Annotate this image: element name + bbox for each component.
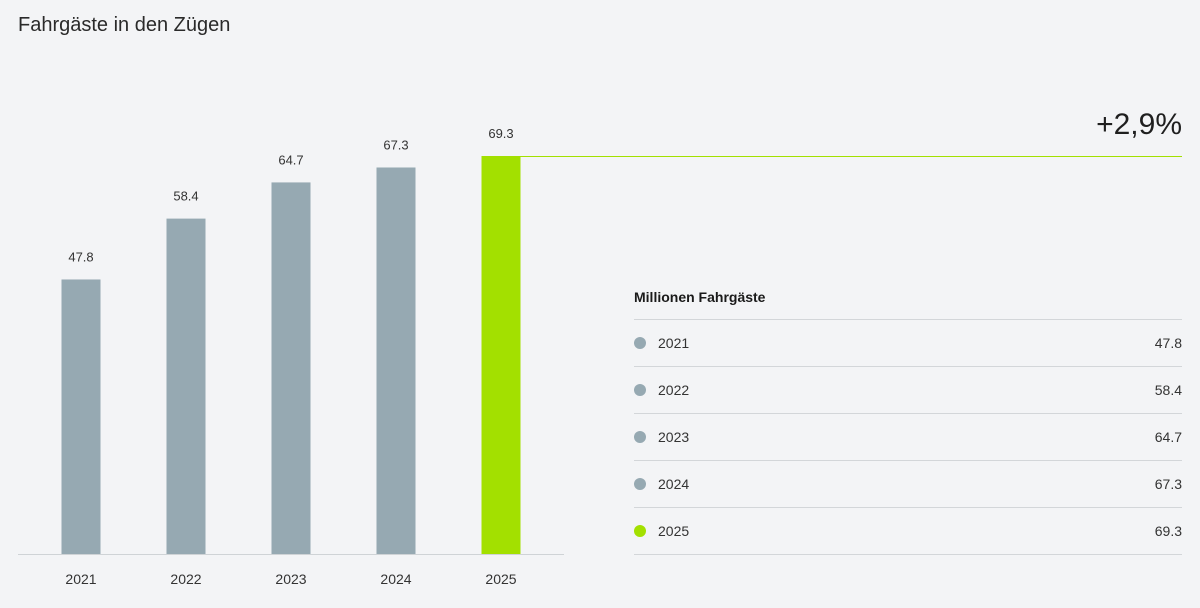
legend-value: 58.4 xyxy=(1154,382,1182,398)
legend-title: Millionen Fahrgäste xyxy=(634,282,1182,320)
legend-year: 2024 xyxy=(658,476,690,492)
data-label: 58.4 xyxy=(173,189,198,204)
legend-row: 2023 64.7 xyxy=(634,414,1182,461)
bar xyxy=(376,167,416,554)
data-label: 67.3 xyxy=(383,137,408,152)
bar xyxy=(61,279,101,554)
legend-dot-icon xyxy=(634,431,646,443)
bar xyxy=(271,182,311,555)
legend-year: 2022 xyxy=(658,382,690,398)
legend-value: 47.8 xyxy=(1154,335,1182,351)
legend-dot-icon xyxy=(634,525,646,537)
legend-value: 69.3 xyxy=(1154,523,1182,539)
data-label: 69.3 xyxy=(488,126,513,141)
legend-year: 2025 xyxy=(658,523,690,539)
data-label: 47.8 xyxy=(68,249,93,264)
legend-dot-icon xyxy=(634,384,646,396)
x-tick-label: 2021 xyxy=(65,571,96,587)
x-tick-label: 2023 xyxy=(275,571,306,587)
x-tick-label: 2025 xyxy=(485,571,516,587)
legend-row: 2025 69.3 xyxy=(634,508,1182,555)
data-label: 64.7 xyxy=(278,152,303,167)
legend-table: Millionen Fahrgäste 2021 47.8 2022 58.4 2023… xyxy=(634,282,1182,555)
x-tick-label: 2022 xyxy=(170,571,201,587)
legend-year: 2023 xyxy=(658,429,690,445)
legend-value: 67.3 xyxy=(1154,476,1182,492)
change-percentage: +2,9% xyxy=(1096,108,1182,141)
legend-value: 64.7 xyxy=(1154,429,1182,445)
legend-row: 2024 67.3 xyxy=(634,461,1182,508)
legend-dot-icon xyxy=(634,478,646,490)
legend-year: 2021 xyxy=(658,335,690,351)
chart-title: Fahrgäste in den Zügen xyxy=(18,14,231,36)
legend-row: 2022 58.4 xyxy=(634,367,1182,414)
x-tick-label: 2024 xyxy=(380,571,411,587)
legend-row: 2021 47.8 xyxy=(634,320,1182,367)
legend-dot-icon xyxy=(634,337,646,349)
bar xyxy=(481,156,521,554)
bar xyxy=(166,218,206,555)
